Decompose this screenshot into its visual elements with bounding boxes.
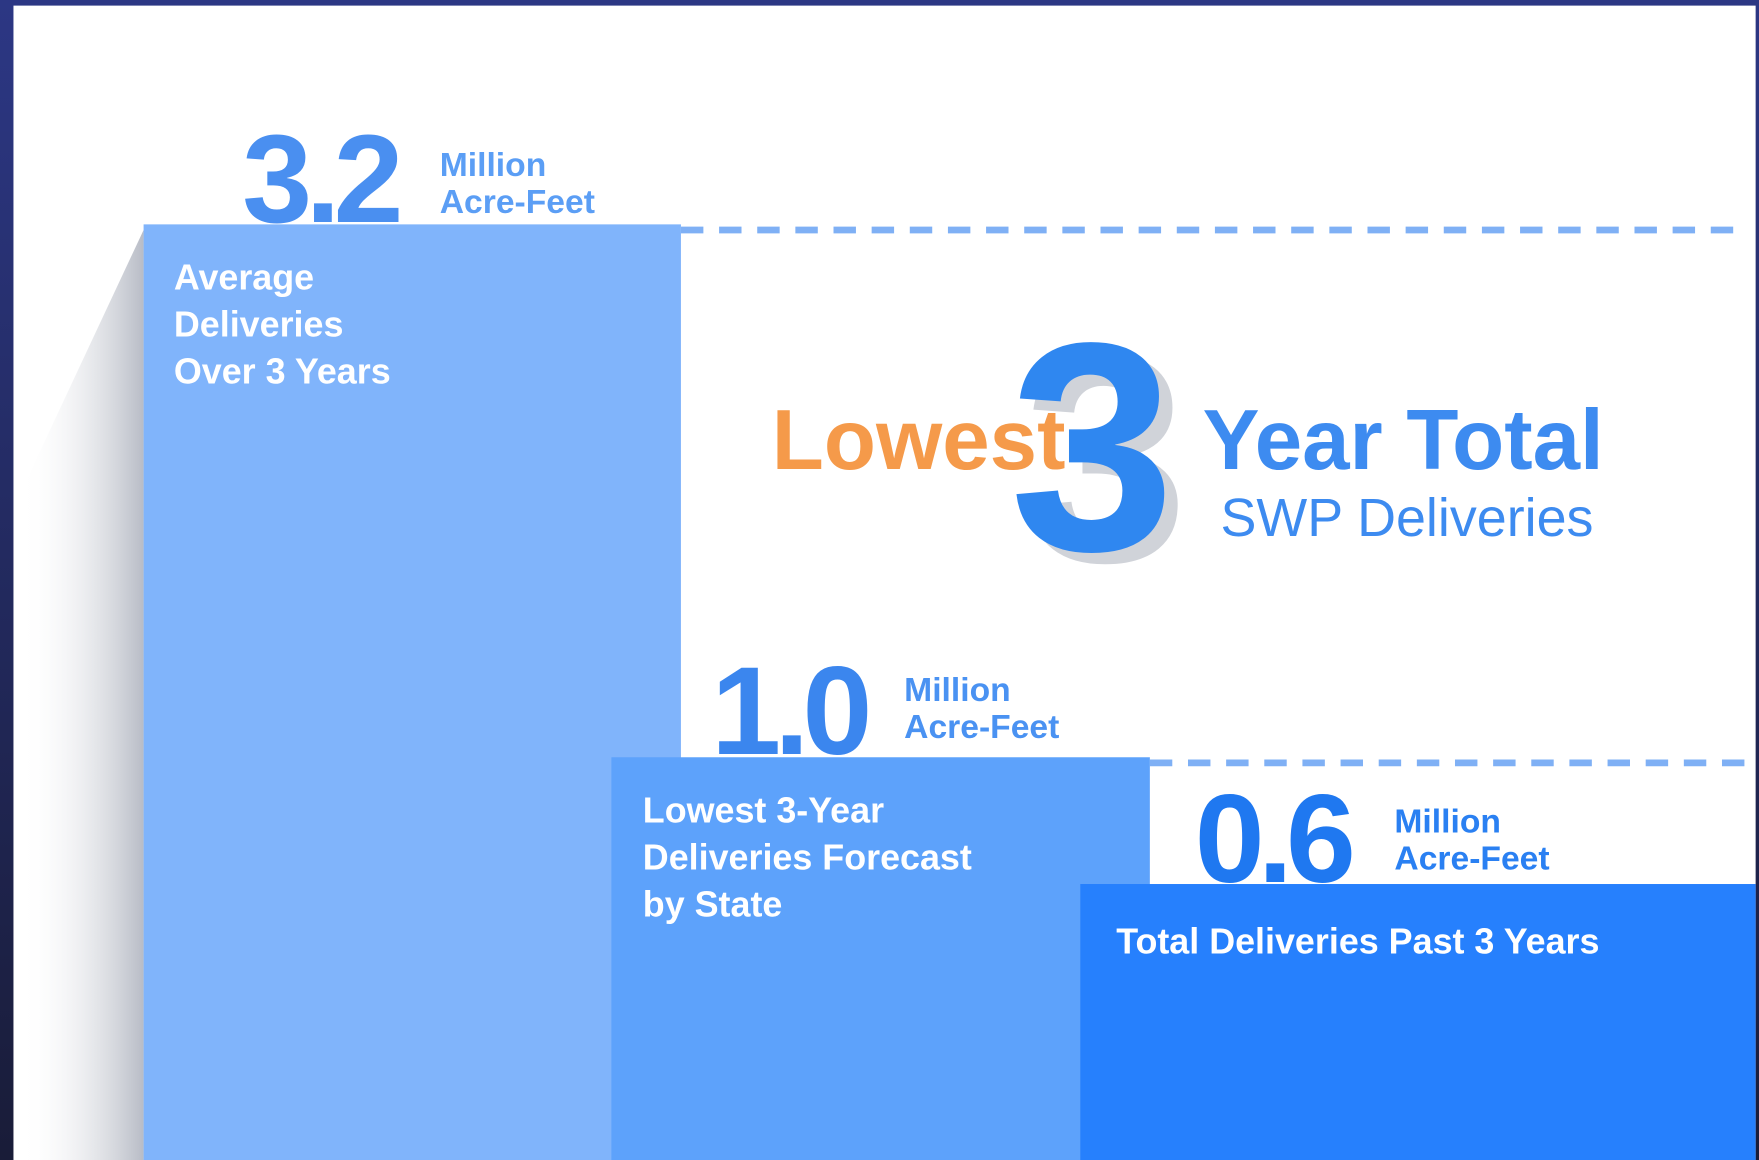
- unit: Million: [440, 147, 547, 184]
- unit: Million: [1394, 803, 1501, 840]
- block: [143, 224, 681, 1160]
- unit: Acre-Feet: [440, 184, 595, 221]
- block-label: Over 3 Years: [174, 352, 391, 392]
- block-label: Lowest 3-Year: [643, 790, 884, 830]
- unit: Acre-Feet: [1394, 840, 1549, 877]
- headline-lead: Lowest: [772, 393, 1066, 488]
- block-label: Total Deliveries Past 3 Years: [1116, 922, 1599, 962]
- block-label: by State: [643, 885, 783, 925]
- block-label: Deliveries: [174, 305, 344, 345]
- headline-sub: SWP Deliveries: [1221, 488, 1594, 548]
- headline-number-shadow: 3: [1023, 292, 1188, 624]
- block-label: Deliveries Forecast: [643, 837, 972, 877]
- unit: Acre-Feet: [904, 709, 1059, 746]
- headline-number: 3: [1010, 281, 1175, 613]
- block-label: Average: [174, 257, 314, 297]
- headline-rest: Year Total: [1203, 393, 1604, 488]
- shadow: [20, 229, 144, 1160]
- block: [611, 757, 1150, 1160]
- block: [1080, 884, 1756, 1160]
- unit: Million: [904, 672, 1011, 709]
